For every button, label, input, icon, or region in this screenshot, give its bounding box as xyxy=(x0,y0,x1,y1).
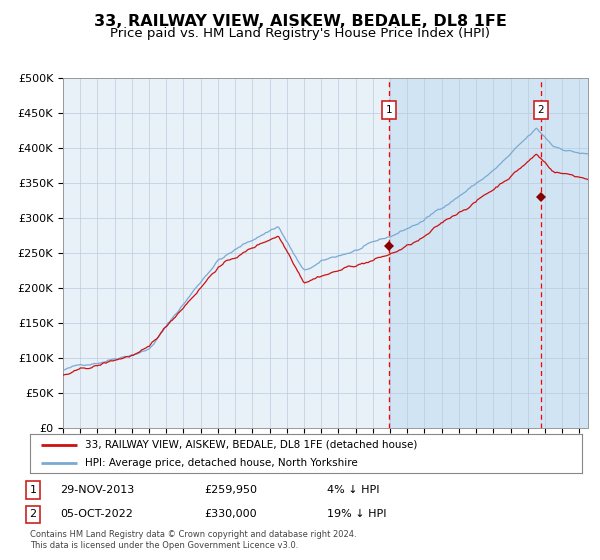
Text: 05-OCT-2022: 05-OCT-2022 xyxy=(60,509,133,519)
Text: £330,000: £330,000 xyxy=(204,509,257,519)
Text: 33, RAILWAY VIEW, AISKEW, BEDALE, DL8 1FE (detached house): 33, RAILWAY VIEW, AISKEW, BEDALE, DL8 1F… xyxy=(85,440,418,450)
Bar xyxy=(389,78,588,428)
Text: 1: 1 xyxy=(29,485,37,495)
Text: 19% ↓ HPI: 19% ↓ HPI xyxy=(327,509,386,519)
Bar xyxy=(63,78,389,428)
Text: Price paid vs. HM Land Registry's House Price Index (HPI): Price paid vs. HM Land Registry's House … xyxy=(110,27,490,40)
Text: 2: 2 xyxy=(538,105,544,115)
Text: £259,950: £259,950 xyxy=(204,485,257,495)
Text: 1: 1 xyxy=(385,105,392,115)
Text: 29-NOV-2013: 29-NOV-2013 xyxy=(60,485,134,495)
Text: Contains HM Land Registry data © Crown copyright and database right 2024.: Contains HM Land Registry data © Crown c… xyxy=(30,530,356,539)
Text: 4% ↓ HPI: 4% ↓ HPI xyxy=(327,485,380,495)
Text: HPI: Average price, detached house, North Yorkshire: HPI: Average price, detached house, Nort… xyxy=(85,458,358,468)
Text: 33, RAILWAY VIEW, AISKEW, BEDALE, DL8 1FE: 33, RAILWAY VIEW, AISKEW, BEDALE, DL8 1F… xyxy=(94,14,506,29)
Text: This data is licensed under the Open Government Licence v3.0.: This data is licensed under the Open Gov… xyxy=(30,541,298,550)
Text: 2: 2 xyxy=(29,509,37,519)
